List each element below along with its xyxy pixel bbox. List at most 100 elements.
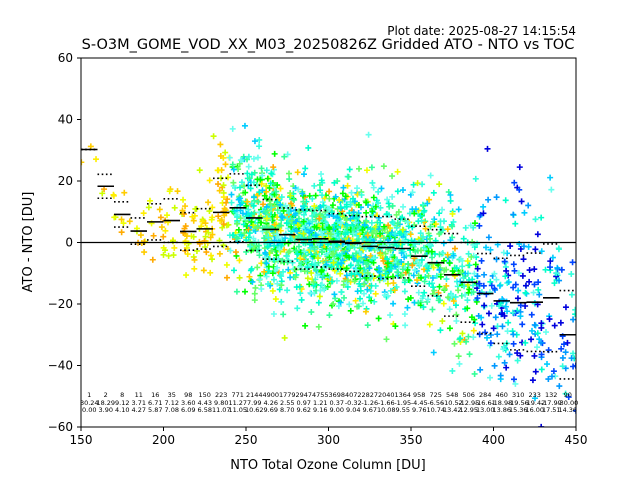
- scatter-point: [461, 283, 468, 290]
- scatter-point: [359, 226, 366, 233]
- scatter-point: [101, 186, 108, 193]
- bin-stat-label-stddev: 12.95: [459, 406, 478, 414]
- scatter-point: [487, 278, 494, 285]
- scatter-point: [377, 252, 384, 259]
- scatter-point: [389, 193, 396, 200]
- scatter-point: [216, 250, 223, 257]
- scatter-point: [337, 270, 344, 277]
- scatter-point: [261, 268, 268, 275]
- scatter-point: [230, 232, 237, 239]
- scatter-point: [420, 304, 427, 311]
- scatter-point: [455, 206, 462, 213]
- bin-stat-label-mean: -1.66: [378, 399, 395, 407]
- scatter-point: [280, 311, 287, 318]
- scatter-point: [319, 246, 326, 253]
- scatter-point: [371, 242, 378, 249]
- scatter-point: [252, 227, 259, 234]
- scatter-point: [440, 240, 447, 247]
- y-tick-label: 60: [58, 51, 73, 65]
- scatter-point: [165, 252, 172, 259]
- scatter-point: [330, 300, 337, 307]
- scatter-point: [323, 261, 330, 268]
- scatter-point: [156, 206, 163, 213]
- scatter-point: [474, 265, 481, 272]
- scatter-point: [344, 277, 351, 284]
- scatter-point: [252, 284, 259, 291]
- scatter-point: [99, 190, 106, 197]
- scatter-point: [422, 225, 429, 232]
- scatter-point: [402, 277, 409, 284]
- scatter-point: [274, 182, 281, 189]
- scatter-point: [214, 167, 221, 174]
- bin-stat-label-stddev: 17.51: [542, 406, 561, 414]
- scatter-point: [360, 300, 367, 307]
- scatter-point: [493, 194, 500, 201]
- scatter-point: [360, 290, 367, 297]
- scatter-point: [424, 200, 431, 207]
- scatter-point: [311, 182, 318, 189]
- scatter-point: [183, 272, 190, 279]
- scatter-point: [558, 266, 565, 273]
- scatter-point: [564, 339, 571, 346]
- scatter-point: [296, 283, 303, 290]
- scatter-point: [532, 246, 539, 253]
- scatter-point: [271, 242, 278, 249]
- scatter-point: [443, 266, 450, 273]
- scatter-point: [534, 330, 541, 337]
- scatter-point: [491, 270, 498, 277]
- scatter-point: [344, 182, 351, 189]
- scatter-point: [285, 240, 292, 247]
- scatter-point: [301, 203, 308, 210]
- scatter-point: [427, 223, 434, 230]
- scatter-point: [510, 340, 517, 347]
- scatter-point: [256, 276, 263, 283]
- scatter-point: [514, 295, 521, 302]
- scatter-point: [500, 249, 507, 256]
- scatter-point: [467, 222, 474, 229]
- scatter-point: [223, 199, 230, 206]
- bin-stat-label-stddev: 14.36: [558, 406, 577, 414]
- scatter-point: [263, 260, 270, 267]
- bin-stat-label-count: 233: [529, 391, 541, 399]
- scatter-point: [421, 266, 428, 273]
- scatter-point: [568, 271, 575, 278]
- scatter-point: [229, 125, 236, 132]
- scatter-point: [242, 189, 249, 196]
- scatter-point: [337, 299, 344, 306]
- scatter-point: [311, 244, 318, 251]
- scatter-point: [224, 196, 231, 203]
- scatter-point: [121, 189, 128, 196]
- scatter-point: [343, 265, 350, 272]
- scatter-point: [430, 264, 437, 271]
- scatter-point: [237, 157, 244, 164]
- scatter-point: [500, 346, 507, 353]
- scatter-point: [312, 262, 319, 269]
- scatter-point: [313, 251, 320, 258]
- scatter-point: [287, 192, 294, 199]
- scatter-point: [368, 164, 375, 171]
- scatter-point: [209, 231, 216, 238]
- scatter-point: [535, 279, 542, 286]
- scatter-point: [316, 215, 323, 222]
- bin-stat-label-mean: 0.97: [297, 399, 311, 407]
- scatter-point: [326, 188, 333, 195]
- scatter-point: [380, 163, 387, 170]
- scatter-point: [361, 221, 368, 228]
- scatter-point: [356, 295, 363, 302]
- scatter-point: [572, 306, 576, 313]
- scatter-point: [389, 273, 396, 280]
- scatter-point: [368, 297, 375, 304]
- scatter-point: [351, 278, 358, 285]
- scatter-point: [447, 197, 454, 204]
- scatter-point: [450, 298, 457, 305]
- scatter-point: [503, 364, 510, 371]
- scatter-point: [326, 195, 333, 202]
- scatter-point: [505, 319, 512, 326]
- y-tick-label: 20: [58, 174, 73, 188]
- scatter-point: [220, 194, 227, 201]
- scatter-point: [248, 265, 255, 272]
- scatter-point: [417, 230, 424, 237]
- scatter-point: [498, 311, 505, 318]
- scatter-point: [294, 222, 301, 229]
